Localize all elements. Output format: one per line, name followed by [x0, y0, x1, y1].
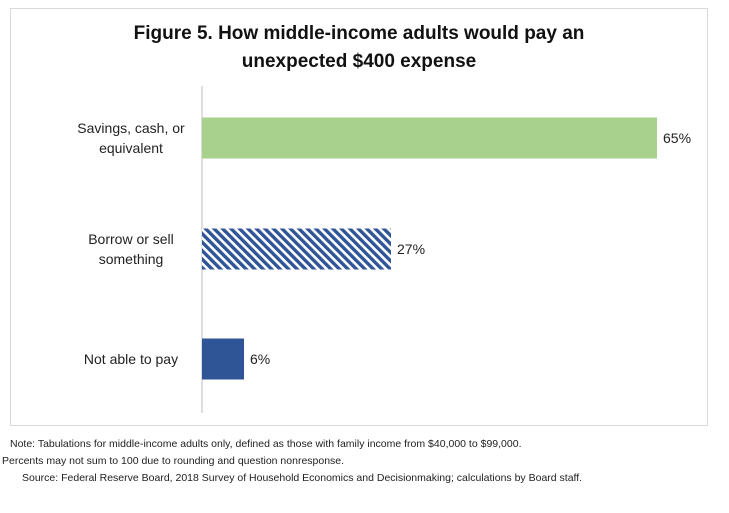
category-label-0: Savings, cash, or equivalent: [77, 120, 185, 156]
data-label-1: 27%: [397, 241, 425, 257]
bar-0: [202, 117, 657, 159]
bar-2: [202, 338, 244, 380]
category-label-2: Not able to pay: [84, 351, 178, 367]
chart-frame: [10, 8, 708, 426]
source-text: Source: Federal Reserve Board, 2018 Surv…: [22, 472, 583, 484]
chart-title-line-1: Figure 5. How middle-income adults would…: [133, 23, 585, 44]
chart-title-line-2: unexpected $400 expense: [241, 51, 477, 72]
data-label-0: 65%: [663, 130, 691, 146]
data-label-2: 6%: [250, 351, 270, 367]
chart-title: Figure 5. How middle-income adults would…: [10, 20, 708, 76]
chart-notes: Note: Tabulations for middle-income adul…: [0, 436, 729, 487]
rounding-note-text: Percents may not sum to 100 due to round…: [2, 455, 345, 467]
bar-chart: 65% Savings, cash, or equivalent 27% Borrow …: [77, 86, 691, 413]
note-text: Note: Tabulations for middle-income adul…: [10, 438, 522, 450]
bar-1: [202, 228, 391, 270]
category-label-1: Borrow or sell something: [88, 231, 174, 267]
